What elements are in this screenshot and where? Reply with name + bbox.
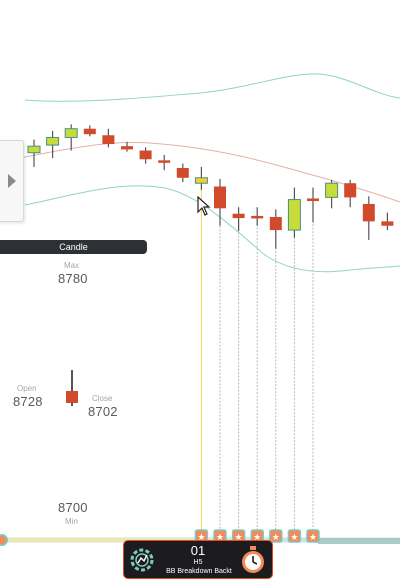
candle-body[interactable] (251, 215, 264, 219)
close-label: Close (92, 394, 113, 403)
max-label: Max (64, 261, 80, 270)
timeline-markers: ★ ★ ★ ★ ★ ★ ★ (194, 529, 320, 543)
trace-lines (200, 183, 314, 532)
candles (27, 124, 394, 249)
star-badge-glyph: ★ (309, 532, 317, 542)
star-badge-icon[interactable] (287, 529, 302, 543)
mouse-pointer-icon (197, 196, 211, 216)
chevron-right-icon (8, 174, 16, 188)
candle-body[interactable] (214, 186, 226, 209)
strategy-name: BB Breakdown Backt (166, 568, 232, 575)
lower-bollinger-band (24, 185, 400, 273)
star-badge-glyph: ★ (272, 532, 280, 542)
candle-body[interactable] (232, 213, 245, 219)
candle-body[interactable] (139, 150, 152, 160)
candle-body[interactable] (121, 146, 133, 150)
min-value: 8700 (58, 500, 88, 515)
candle-body[interactable] (158, 160, 171, 163)
selected-candle-icon (66, 370, 78, 406)
star-badge-glyph: ★ (197, 532, 205, 542)
timeline-start-marker[interactable] (0, 534, 8, 546)
star-badge-glyph: ★ (216, 532, 224, 542)
stopwatch-icon[interactable] (238, 545, 268, 575)
candle-body[interactable] (287, 199, 301, 231)
side-panel-toggle[interactable] (0, 140, 24, 222)
candle-body[interactable] (176, 167, 189, 178)
gear-chart-icon[interactable] (128, 546, 156, 574)
candle-body[interactable] (381, 221, 394, 226)
candle-body[interactable] (194, 177, 208, 184)
min-label: Min (65, 517, 78, 526)
candle-panel-title: Candle (0, 240, 147, 254)
candle-body[interactable] (102, 135, 115, 144)
close-value: 8702 (88, 404, 118, 419)
candle-body[interactable] (27, 145, 41, 154)
candle-body[interactable] (269, 217, 282, 231)
max-value: 8780 (58, 271, 88, 286)
star-badge-icon[interactable] (269, 529, 283, 543)
candle-body[interactable] (325, 182, 339, 198)
candle-body[interactable] (362, 203, 375, 222)
star-badge-glyph: ★ (253, 532, 261, 542)
candle-body[interactable] (46, 136, 60, 146)
candle-body[interactable] (307, 198, 319, 201)
star-badge-glyph: ★ (290, 532, 298, 542)
open-value: 8728 (13, 394, 43, 409)
open-label: Open (17, 384, 37, 393)
upper-bollinger-band (24, 73, 400, 102)
candle-body[interactable] (64, 128, 78, 138)
strategy-number: 01 (190, 543, 206, 558)
candle-body[interactable] (83, 128, 96, 135)
candle-body[interactable] (344, 183, 357, 198)
middle-bollinger-band (19, 142, 400, 203)
star-badge-icon[interactable] (306, 529, 320, 543)
star-badge-glyph: ★ (235, 532, 243, 542)
strategy-panel[interactable]: 01 H5 BB Breakdown Backt (123, 540, 273, 579)
strategy-timeframe: H5 (193, 559, 203, 566)
